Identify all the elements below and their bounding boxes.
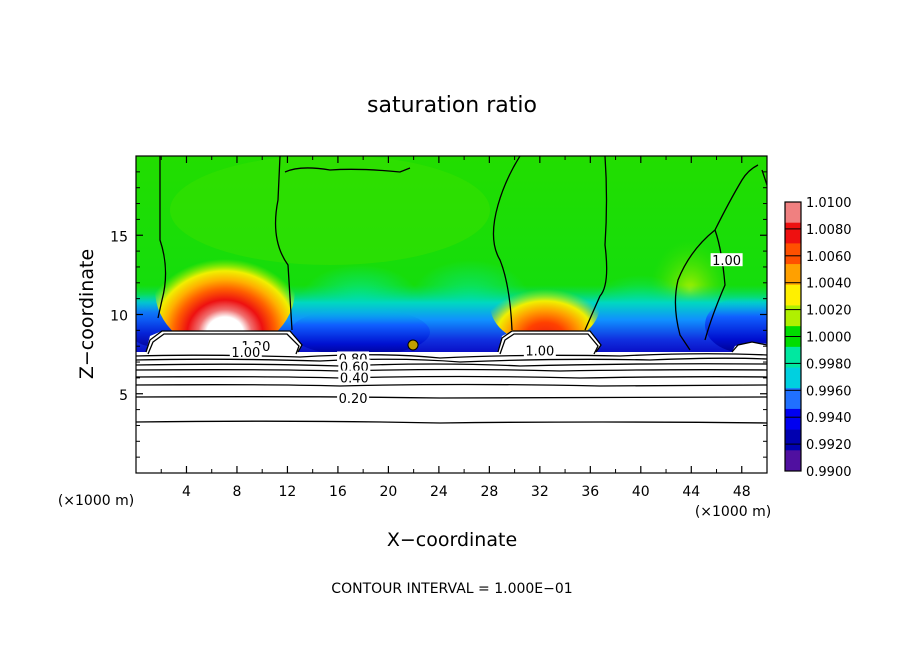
contour-label-back — [338, 359, 371, 373]
colorbar-tick-label: 0.9980 — [806, 357, 852, 372]
x-tick-label: 28 — [480, 484, 498, 500]
colorbar-tick-label: 0.9900 — [806, 465, 852, 480]
x-tick-label: 8 — [232, 484, 241, 500]
colorbar-swatch — [785, 243, 801, 265]
plume — [490, 265, 600, 345]
contour-horizontal — [136, 368, 767, 372]
contour-label: 1.00 — [525, 345, 554, 360]
plot-area: 1.201.000.800.600.400.201.001.00 — [136, 156, 767, 473]
contour-labels: 1.201.000.800.600.400.201.001.00 — [229, 253, 743, 407]
x-axis-unit-left: (×1000 m) — [58, 493, 134, 509]
field-lower — [136, 352, 767, 473]
contour-label-back — [710, 253, 743, 267]
x-axis-label: X−coordinate — [387, 529, 517, 551]
contour-line — [274, 156, 293, 331]
contour-interval-note: CONTOUR INTERVAL = 1.000E−01 — [331, 581, 572, 597]
contour-label: 0.20 — [339, 392, 368, 407]
field-band-core — [290, 308, 430, 356]
colorbar-tick-label: 1.0000 — [806, 331, 852, 346]
x-tick-label: 48 — [733, 484, 751, 500]
x-tick-label: 24 — [430, 484, 448, 500]
contour-cloud — [497, 330, 602, 353]
contour-horizontal — [136, 420, 767, 424]
x-tick-label: 12 — [279, 484, 297, 500]
y-tick-label: 10 — [110, 309, 128, 325]
contour-line — [492, 156, 521, 331]
contour-horizontal — [136, 375, 767, 379]
cloud-base — [498, 331, 601, 352]
contour-line — [761, 169, 767, 186]
x-tick-label: 36 — [581, 484, 599, 500]
colorbar-swatch — [785, 346, 801, 369]
contour-label: 1.00 — [231, 346, 260, 361]
plume — [155, 228, 295, 352]
contours — [136, 156, 767, 424]
contour-cloud — [145, 330, 303, 353]
colorbar-swatch — [785, 367, 801, 389]
colorbar-swatch — [785, 429, 801, 451]
colorbar-swatch — [785, 450, 801, 472]
contour-line — [284, 167, 411, 173]
x-tick-label: 4 — [182, 484, 191, 500]
colorbar-swatch — [785, 388, 801, 410]
spot — [407, 339, 419, 351]
y-tick-label: 5 — [119, 388, 128, 404]
colorbar-swatch — [785, 264, 801, 286]
contour-line — [157, 156, 167, 319]
contour-cloud — [147, 333, 300, 355]
contour-line — [704, 229, 726, 341]
x-axis-unit-right: (×1000 m) — [695, 504, 771, 520]
colorbar-swatch — [785, 284, 801, 306]
colorbar-tick-label: 1.0060 — [806, 250, 852, 265]
contour-label: 1.00 — [712, 254, 741, 269]
x-axis: 4 8 12 16 20 24 28 32 36 40 44 48 — [160, 156, 751, 500]
colorbar-swatch — [785, 305, 801, 327]
contour-horizontal — [136, 396, 767, 399]
colorbar-tick-label: 0.9920 — [806, 438, 852, 453]
x-tick-label: 16 — [329, 484, 347, 500]
colorbar-tick-label: 1.0080 — [806, 223, 852, 238]
colorbar-swatch — [785, 408, 801, 431]
contour-horizontal — [136, 383, 767, 387]
contour-cloud — [731, 341, 767, 353]
contour-cloud — [499, 333, 599, 355]
contour-label: 0.40 — [340, 371, 369, 386]
colorbar: 1.0100 1.0080 1.0060 1.0040 1.0020 1.0000 0.99… — [784, 196, 852, 480]
chart-title: saturation ratio — [367, 93, 537, 118]
x-tick-label: 44 — [682, 484, 700, 500]
colorbar-swatch — [785, 202, 801, 224]
colorbar-swatch — [785, 222, 801, 244]
contour-label-back — [337, 391, 370, 405]
y-axis-label: Z−coordinate — [76, 249, 98, 379]
contour-horizontal — [136, 363, 767, 367]
colorbar-tick-label: 1.0020 — [806, 304, 852, 319]
y-axis: 5 10 15 — [110, 171, 767, 458]
colorbar-tick-label: 1.0040 — [806, 277, 852, 292]
field-band-core — [705, 297, 767, 353]
colorbar-tick-label: 0.9960 — [806, 384, 852, 399]
contour-line — [584, 156, 608, 331]
contour-label-back — [523, 343, 556, 357]
contour-label-back — [229, 345, 262, 359]
contour-horizontal — [136, 357, 767, 363]
x-tick-label: 20 — [379, 484, 397, 500]
colorbar-tick-label: 1.0100 — [806, 196, 852, 211]
contour-label-back — [338, 370, 371, 384]
x-tick-label: 40 — [632, 484, 650, 500]
x-tick-label: 32 — [531, 484, 549, 500]
colorbar-tick-label: 0.9940 — [806, 411, 852, 426]
y-tick-label: 15 — [110, 229, 128, 245]
